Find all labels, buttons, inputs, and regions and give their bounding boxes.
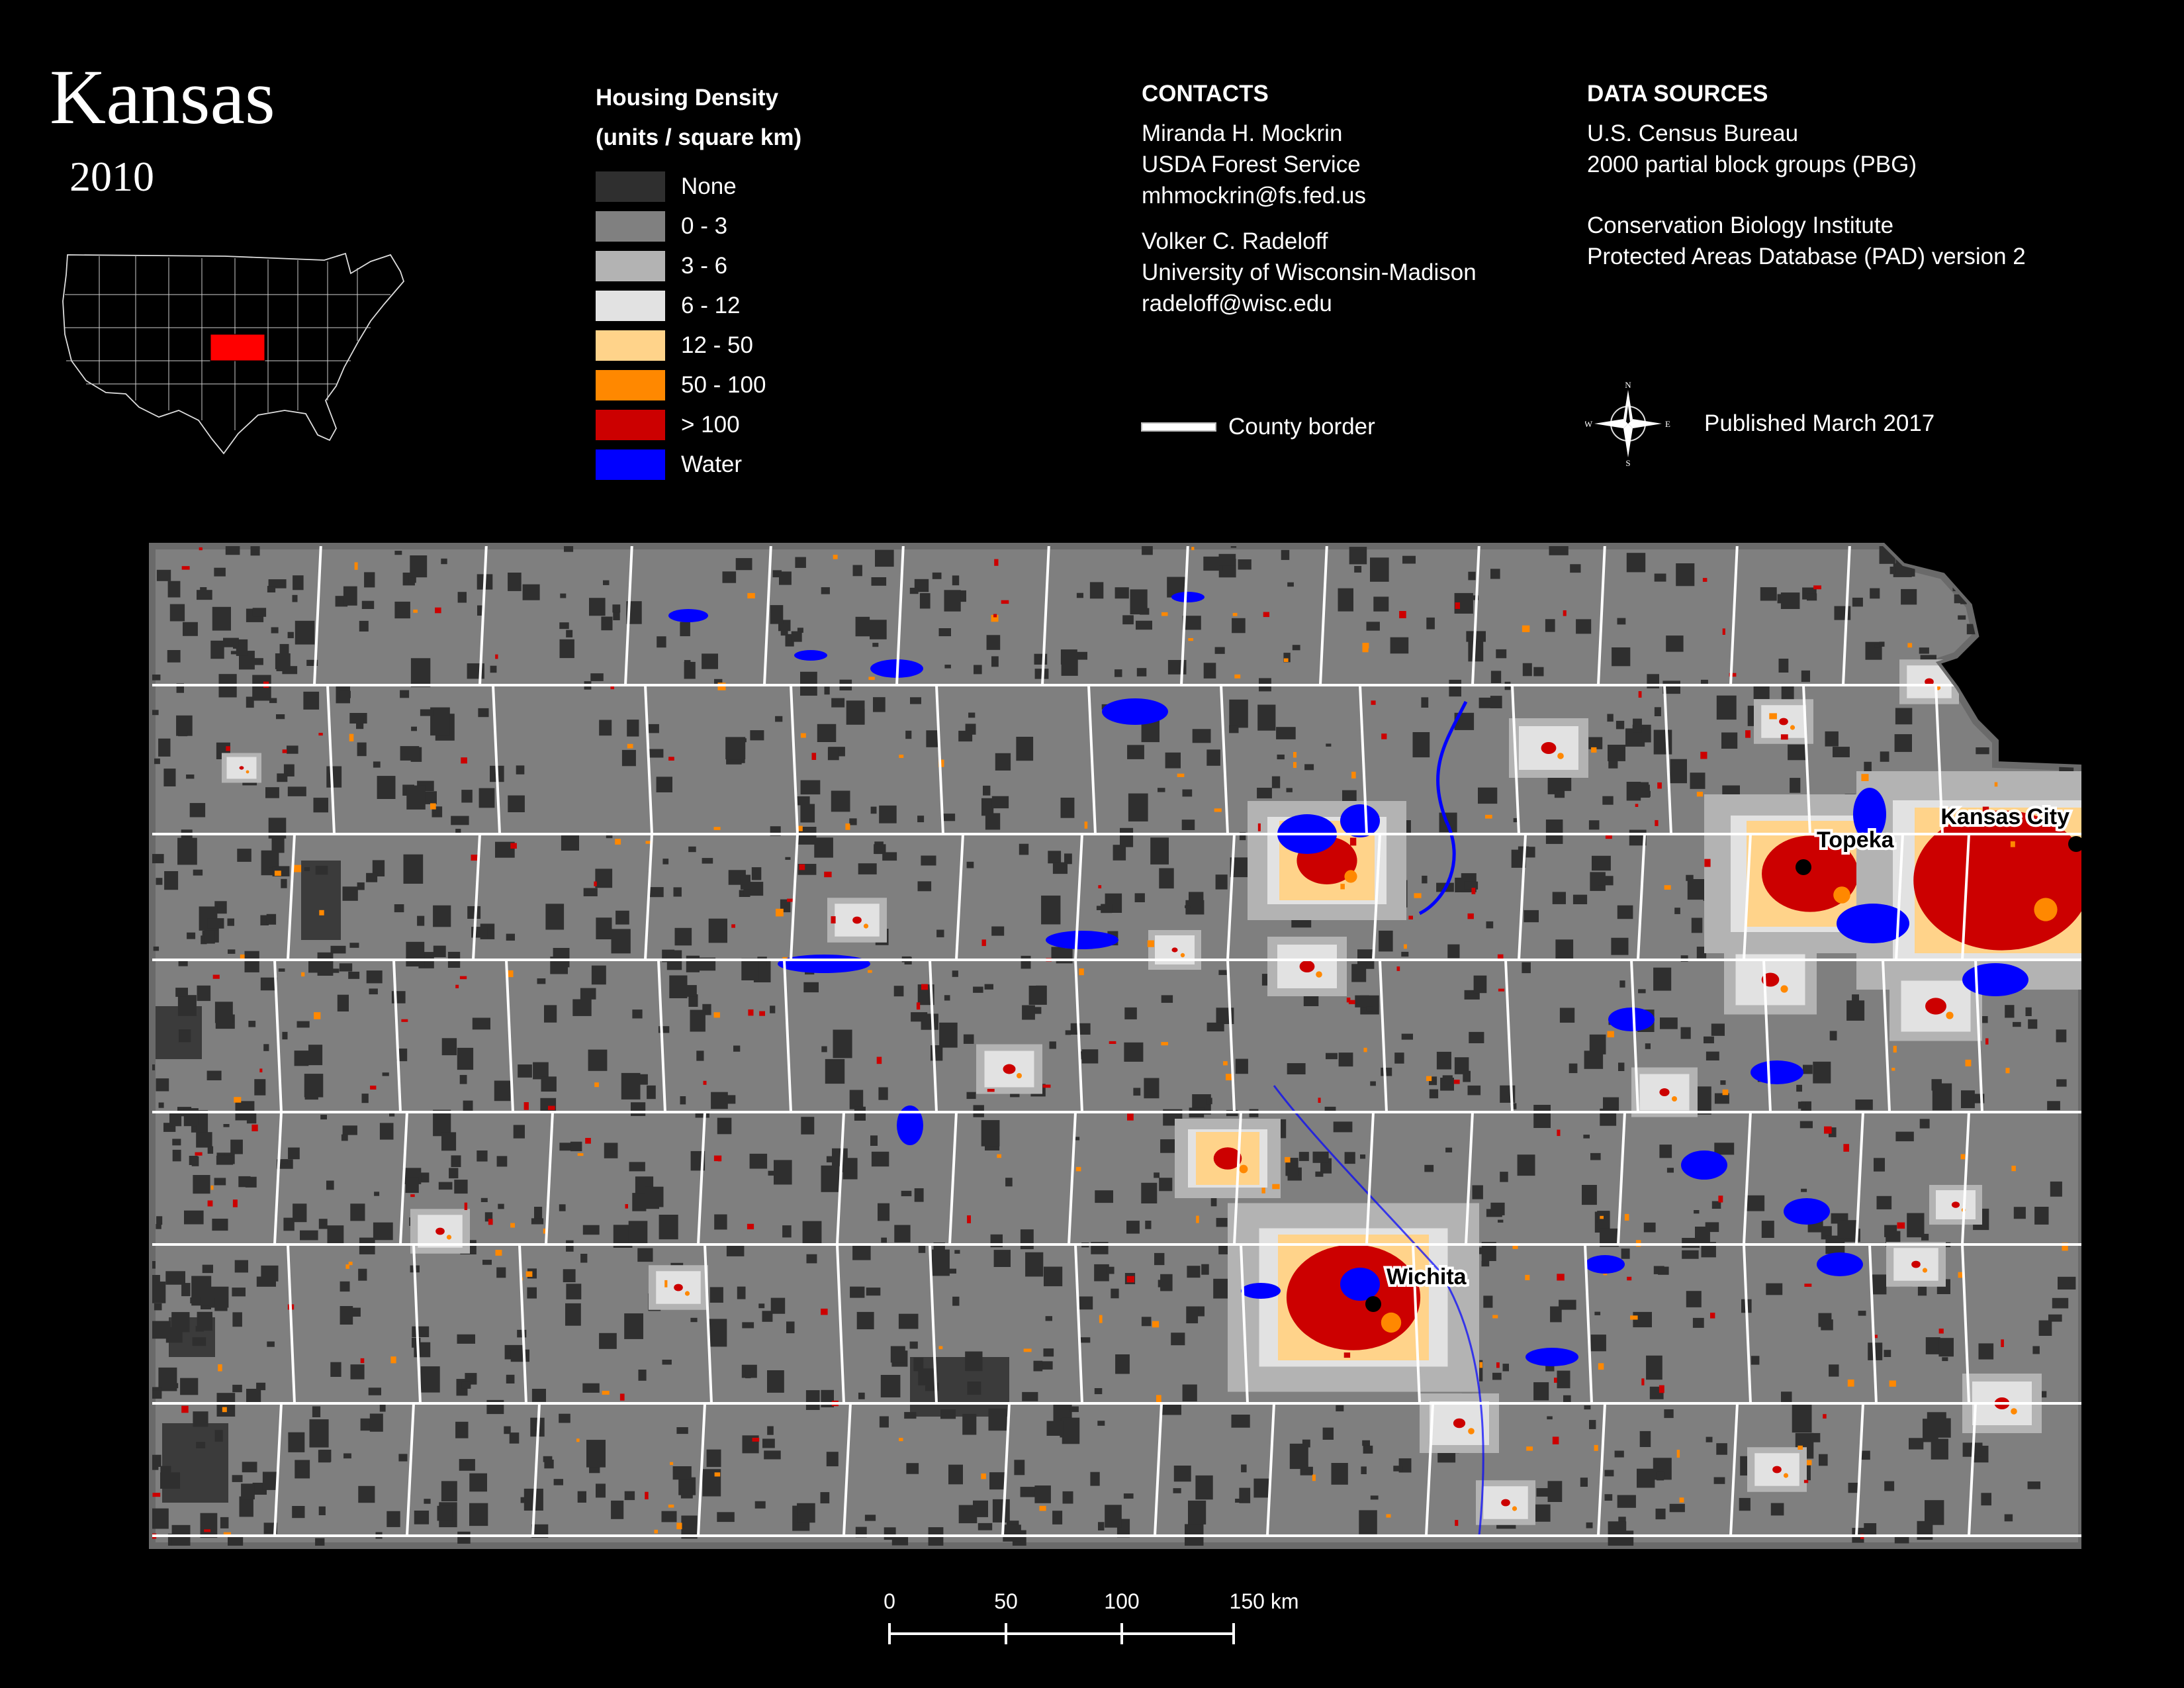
legend-label: 3 - 6 xyxy=(681,253,728,279)
legend-item: > 100 xyxy=(596,405,966,445)
scale-tick-100: 100 xyxy=(1104,1589,1139,1613)
city-markers: Topeka Kansas City Wichita xyxy=(1365,802,2081,1312)
contact-1-email[interactable]: mhmockrin@fs.fed.us xyxy=(1142,183,1366,209)
county-borders xyxy=(152,546,2081,1537)
contact-1-org: USDA Forest Service xyxy=(1142,152,1361,177)
published-info: N S E W Published March 2017 xyxy=(1585,381,1934,467)
contacts-heading: CONTACTS xyxy=(1142,81,1269,107)
legend-subtitle: (units / square km) xyxy=(596,124,802,150)
contact-1-name: Miranda H. Mockrin xyxy=(1142,120,1343,146)
published-date: Published March 2017 xyxy=(1704,410,1935,436)
legend-label: 0 - 3 xyxy=(681,213,728,239)
kansas-highlight xyxy=(210,334,265,361)
compass-rose-icon: N S E W xyxy=(1585,381,1670,467)
legend-label: 50 - 100 xyxy=(681,372,766,398)
legend-title: Housing Density xyxy=(596,85,779,111)
contact-2-name: Volker C. Radeloff xyxy=(1142,228,1328,254)
source-1-line-1: U.S. Census Bureau xyxy=(1587,120,1799,146)
compass-e: E xyxy=(1665,419,1670,429)
legend-swatch xyxy=(596,330,665,361)
map-title: Kansas xyxy=(50,54,275,140)
us-locator-map xyxy=(62,252,405,455)
city-dot xyxy=(1365,1296,1381,1312)
kansas-housing-density-map: Topeka Kansas City Wichita xyxy=(149,543,2081,1549)
data-sources: DATA SOURCES U.S. Census Bureau 2000 par… xyxy=(1587,78,2156,272)
city-label: Topeka xyxy=(1817,827,1895,853)
legend-swatch xyxy=(596,251,665,281)
legend-swatch xyxy=(596,370,665,400)
legend-item: 12 - 50 xyxy=(596,326,966,365)
legend-label: 12 - 50 xyxy=(681,332,753,358)
legend-item: 3 - 6 xyxy=(596,246,966,286)
legend-item: 0 - 3 xyxy=(596,207,966,246)
county-border-legend: County border xyxy=(1141,414,1375,440)
city-dot xyxy=(1796,859,1811,875)
legend-item: Water xyxy=(596,445,966,485)
map-year: 2010 xyxy=(69,153,154,200)
water-bodies xyxy=(668,592,2028,1536)
legend-item: None xyxy=(596,167,966,207)
legend: Housing Density (units / square km) None… xyxy=(596,78,966,485)
legend-label: > 100 xyxy=(681,412,740,438)
compass-w: W xyxy=(1585,419,1593,429)
scale-tick-0: 0 xyxy=(884,1589,895,1613)
sources-heading: DATA SOURCES xyxy=(1587,81,1768,107)
legend-swatch xyxy=(596,449,665,480)
legend-item: 6 - 12 xyxy=(596,286,966,326)
county-border-swatch xyxy=(1141,422,1216,432)
scale-tick-50: 50 xyxy=(994,1589,1018,1613)
source-2-line-1: Conservation Biology Institute xyxy=(1587,212,1894,238)
contact-2-org: University of Wisconsin-Madison xyxy=(1142,259,1477,285)
city-dot xyxy=(2068,836,2081,852)
scale-bar: 0 50 100 150 km xyxy=(884,1589,1299,1644)
legend-swatch xyxy=(596,410,665,440)
county-border-label: County border xyxy=(1228,414,1375,440)
contacts: CONTACTS Miranda H. Mockrin USDA Forest … xyxy=(1142,78,1552,319)
city-label: Kansas City xyxy=(1940,804,2070,829)
source-1-line-2: 2000 partial block groups (PBG) xyxy=(1587,152,1917,177)
legend-item: 50 - 100 xyxy=(596,365,966,405)
legend-label: 6 - 12 xyxy=(681,293,741,318)
legend-swatch xyxy=(596,211,665,242)
legend-swatch xyxy=(596,291,665,321)
city-label: Wichita xyxy=(1387,1264,1467,1289)
legend-label: Water xyxy=(681,451,743,477)
source-2-line-2: Protected Areas Database (PAD) version 2 xyxy=(1587,244,2026,269)
compass-s: S xyxy=(1625,458,1630,467)
scale-tick-150: 150 km xyxy=(1230,1589,1299,1613)
legend-swatch xyxy=(596,171,665,202)
compass-n: N xyxy=(1625,381,1631,390)
legend-label: None xyxy=(681,173,737,199)
contact-2-email[interactable]: radeloff@wisc.edu xyxy=(1142,291,1332,316)
